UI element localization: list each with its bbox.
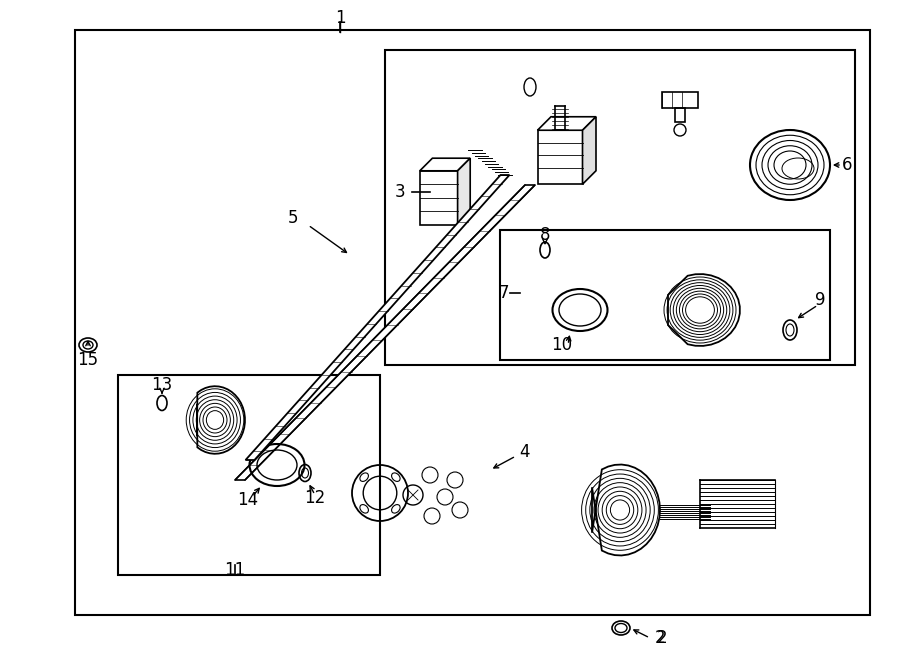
Text: 1: 1 [335, 9, 346, 27]
Bar [385, 50, 855, 365]
Text: 5: 5 [288, 209, 298, 227]
Text: 15: 15 [77, 351, 99, 369]
Bar [118, 375, 380, 575]
Polygon shape [246, 175, 509, 460]
Bar [500, 230, 830, 360]
Text: 12: 12 [304, 489, 326, 507]
Polygon shape [668, 274, 740, 346]
Polygon shape [235, 185, 535, 480]
Text: 7: 7 [499, 284, 509, 302]
Bar [662, 92, 698, 108]
Polygon shape [537, 117, 596, 130]
Polygon shape [419, 158, 470, 171]
Polygon shape [582, 117, 596, 184]
Text: 8: 8 [540, 226, 550, 244]
Bar [675, 108, 685, 122]
Text: 4: 4 [520, 443, 530, 461]
Text: 6: 6 [842, 156, 852, 174]
Bar [75, 30, 870, 615]
Text: 9: 9 [814, 291, 825, 309]
Text: 2: 2 [657, 629, 668, 647]
Polygon shape [197, 386, 245, 454]
Bar [537, 130, 582, 184]
Text: 3: 3 [395, 183, 405, 201]
Text: 13: 13 [151, 376, 173, 394]
Text: 11: 11 [224, 561, 246, 579]
Bar [419, 171, 457, 225]
Text: 2: 2 [654, 629, 665, 647]
Polygon shape [457, 158, 470, 225]
Text: 14: 14 [238, 491, 258, 509]
Text: 10: 10 [552, 336, 572, 354]
Polygon shape [592, 465, 660, 555]
